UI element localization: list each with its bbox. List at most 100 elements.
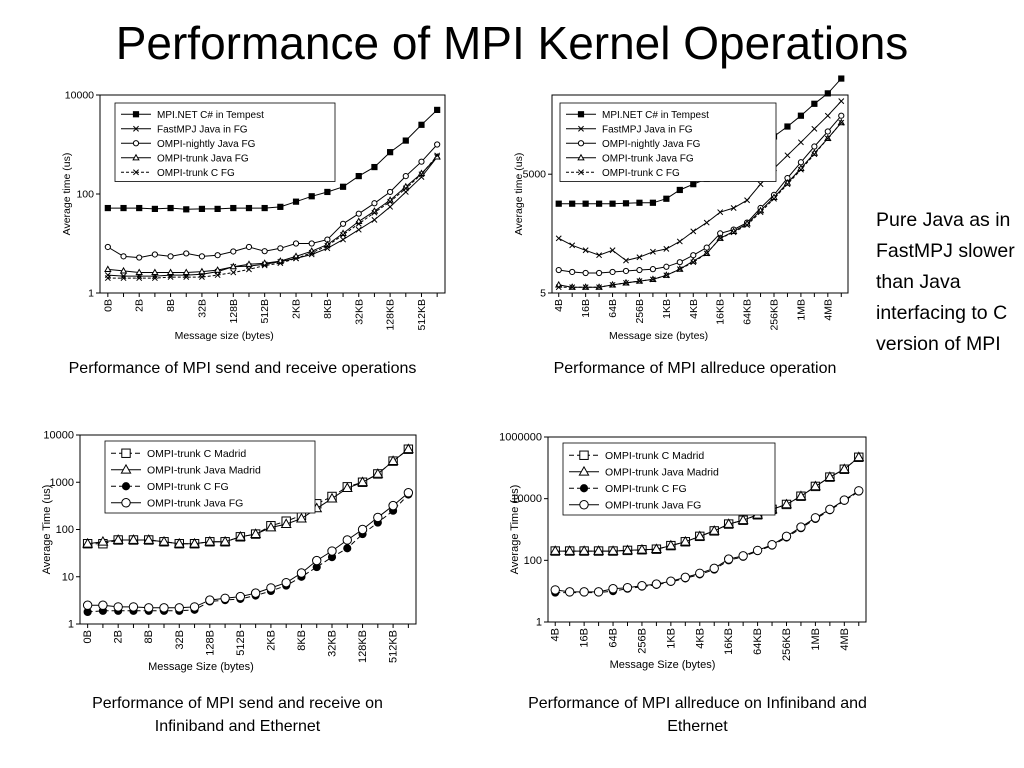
- data-point: [120, 253, 127, 260]
- data-point: [564, 587, 575, 597]
- data-point: [182, 268, 190, 276]
- data-point: [824, 135, 831, 142]
- series-fastmpj-java-in-fg: [555, 98, 845, 264]
- data-point: [198, 267, 206, 275]
- data-point: [550, 585, 560, 595]
- data-point: [388, 500, 398, 511]
- data-point: [797, 139, 804, 146]
- data-point: [113, 602, 123, 612]
- data-point: [555, 280, 563, 288]
- data-point: [811, 151, 818, 158]
- data-point: [690, 181, 697, 188]
- legend-marker: [579, 500, 589, 510]
- data-point: [752, 545, 763, 556]
- data-point: [183, 250, 190, 257]
- data-point: [119, 266, 128, 274]
- data-point: [371, 200, 378, 207]
- data-point: [296, 568, 307, 578]
- data-point: [434, 106, 441, 114]
- data-point: [596, 252, 603, 259]
- y-tick-label: 1: [88, 288, 94, 300]
- data-point: [373, 512, 383, 523]
- data-point: [82, 537, 94, 548]
- x-tick-label: 0B: [82, 630, 94, 643]
- data-point: [784, 152, 791, 159]
- data-point: [555, 235, 562, 242]
- data-point: [663, 195, 670, 202]
- legend-label: OMPI-trunk C FG: [157, 168, 235, 179]
- data-point: [219, 535, 231, 546]
- data-point: [261, 204, 268, 212]
- legend-marker: [121, 482, 131, 491]
- data-point: [293, 255, 299, 262]
- data-point: [198, 253, 206, 260]
- data-point: [690, 252, 697, 259]
- legend-label: OMPI-trunk Java FG: [147, 497, 243, 509]
- data-point: [784, 123, 791, 130]
- x-tick-label: 256KB: [769, 299, 781, 331]
- legend-box: [114, 102, 336, 182]
- series-line: [107, 155, 438, 279]
- data-point: [234, 530, 246, 541]
- data-point: [136, 254, 143, 261]
- data-point: [709, 563, 719, 574]
- series-line: [558, 100, 842, 262]
- data-point: [555, 200, 562, 207]
- data-point: [342, 535, 352, 545]
- x-axis-label: Message size (bytes): [609, 330, 708, 342]
- legend-label: OMPI-trunk C Madrid: [605, 450, 704, 462]
- legend-marker: [121, 448, 131, 458]
- data-point: [402, 137, 409, 144]
- data-point: [824, 471, 836, 481]
- x-tick-label: 4KB: [688, 299, 700, 319]
- data-point: [220, 593, 230, 603]
- x-tick-label: 1MB: [810, 628, 822, 651]
- data-point: [666, 576, 676, 586]
- x-tick-label: 16B: [579, 628, 591, 648]
- x-tick-label: 2B: [134, 299, 146, 312]
- data-point: [151, 251, 158, 258]
- data-point: [636, 254, 643, 261]
- legend-label: OMPI-trunk Java Madrid: [147, 464, 261, 476]
- data-point: [104, 243, 111, 251]
- data-point: [135, 268, 143, 276]
- y-axis-label: Average Time (us): [509, 485, 521, 575]
- data-point: [609, 247, 616, 254]
- data-point: [663, 272, 670, 279]
- x-tick-label: 256B: [636, 628, 648, 654]
- data-point: [738, 551, 748, 561]
- data-point: [579, 587, 589, 597]
- data-point: [609, 281, 616, 288]
- x-tick-label: 0B: [102, 299, 114, 312]
- legend-label: OMPI-trunk C Madrid: [147, 448, 246, 460]
- data-point: [112, 534, 124, 544]
- data-point: [717, 209, 724, 216]
- series-line: [558, 122, 842, 288]
- data-point: [261, 262, 268, 269]
- legend-marker: [577, 140, 585, 147]
- data-point: [246, 266, 252, 273]
- legend-label: FastMPJ Java in FG: [602, 124, 693, 135]
- data-point: [434, 141, 441, 148]
- data-point: [159, 603, 169, 613]
- data-point: [372, 468, 384, 478]
- y-tick-label: 10000: [43, 430, 74, 442]
- data-point: [198, 205, 206, 213]
- data-point: [281, 577, 291, 588]
- x-tick-label: 16B: [580, 299, 592, 318]
- data-point: [676, 186, 683, 194]
- data-point: [649, 248, 656, 255]
- data-point: [636, 266, 643, 274]
- series-line: [87, 494, 409, 613]
- data-point: [371, 209, 378, 216]
- x-tick-label: 64B: [608, 628, 620, 648]
- x-tick-label: 2B: [113, 630, 125, 643]
- data-point: [266, 583, 276, 593]
- data-point: [757, 181, 764, 188]
- y-tick-label: 1000000: [499, 432, 542, 444]
- data-point: [387, 188, 394, 196]
- data-point: [744, 197, 751, 204]
- series-ompi-trunk-c-fg: [104, 152, 441, 282]
- series-line: [558, 115, 842, 274]
- legend-box: [562, 442, 776, 516]
